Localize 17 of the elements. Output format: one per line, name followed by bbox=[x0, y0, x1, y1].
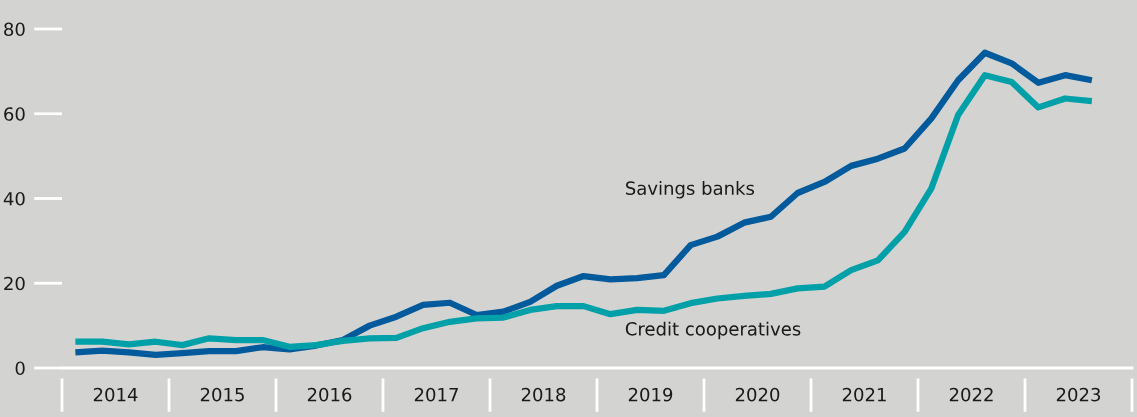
series-label: Credit cooperatives bbox=[625, 321, 801, 340]
x-tick-label: 2017 bbox=[414, 387, 458, 402]
x-tick-label: 2015 bbox=[200, 387, 244, 402]
y-tick-label: 0 bbox=[15, 361, 25, 376]
series-label: Savings banks bbox=[626, 181, 755, 199]
x-tick-label: 2019 bbox=[628, 387, 673, 402]
x-tick-label: 2014 bbox=[93, 387, 138, 402]
x-tick-label: 2016 bbox=[307, 387, 352, 402]
x-tick-label: 2022 bbox=[949, 387, 993, 402]
x-tick-label: 2020 bbox=[735, 387, 780, 402]
y-tick-label: 20 bbox=[4, 276, 25, 291]
x-tick-label: 2023 bbox=[1056, 387, 1101, 402]
y-tick-label: 60 bbox=[4, 107, 25, 121]
x-tick-label: 2018 bbox=[521, 387, 566, 402]
x-tick-label: 2021 bbox=[842, 387, 886, 402]
y-tick-label: 40 bbox=[3, 191, 25, 206]
y-tick-label: 80 bbox=[4, 22, 25, 37]
